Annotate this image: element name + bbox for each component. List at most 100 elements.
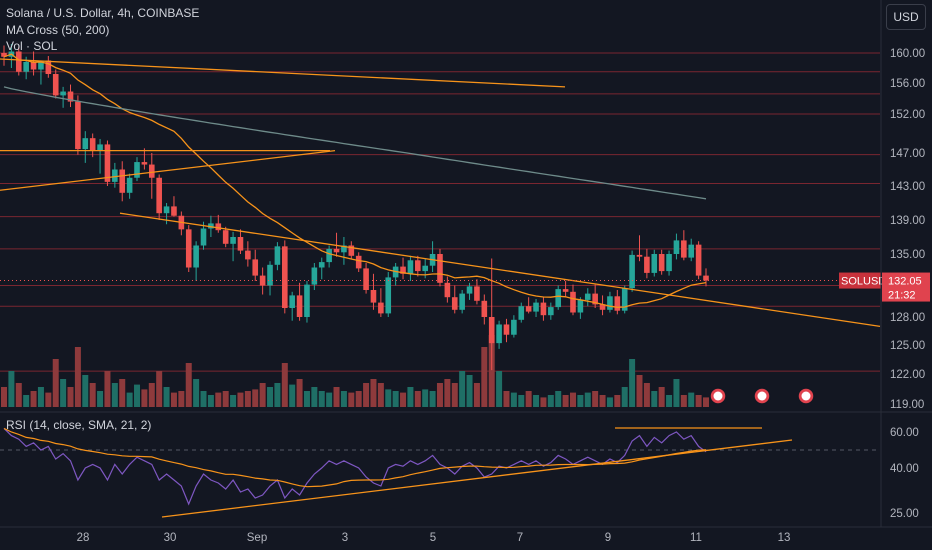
candle-body	[533, 302, 539, 312]
candle-body	[259, 275, 266, 286]
price-tick-label: 139.00	[890, 215, 925, 227]
volume-bar	[666, 395, 673, 407]
time-axis-label: 28	[77, 532, 90, 544]
candle-body	[695, 244, 702, 276]
volume-bar	[436, 383, 443, 407]
volume-label[interactable]: Vol · SOL	[6, 39, 58, 53]
volume-bar	[60, 379, 67, 407]
candle-body	[607, 296, 613, 310]
volume-bar	[296, 379, 303, 407]
volume-bar	[562, 395, 569, 407]
volume-bar	[15, 383, 22, 407]
candle-body	[422, 265, 428, 272]
price-tick-label: 147.00	[890, 148, 925, 160]
candle-body	[282, 246, 288, 308]
candle-body	[215, 223, 222, 231]
volume-bar	[658, 387, 665, 407]
volume-bar	[377, 383, 384, 407]
volume-bar	[451, 383, 458, 407]
candle-body	[466, 286, 473, 294]
candle-body	[370, 290, 377, 303]
volume-bar	[119, 379, 126, 407]
volume-bar	[237, 392, 244, 407]
volume-bar	[163, 387, 170, 407]
candle-body	[60, 91, 66, 96]
volume-bar	[680, 395, 687, 407]
candle-body	[30, 62, 37, 70]
volume-bar	[281, 363, 288, 407]
time-axis-label: 30	[164, 532, 177, 544]
volume-bar	[45, 392, 52, 407]
candle-body	[577, 299, 584, 313]
candle-body	[378, 302, 384, 314]
candle-body	[644, 256, 650, 273]
candle-body	[636, 254, 643, 257]
volume-bar	[318, 391, 325, 407]
candle-body	[208, 223, 214, 229]
candle-body	[400, 266, 406, 274]
volume-bar	[629, 359, 636, 407]
candle-body	[193, 245, 199, 268]
volume-bar	[333, 387, 340, 407]
candle-body	[237, 237, 244, 251]
candle-body	[673, 240, 680, 254]
volume-bar	[326, 392, 333, 407]
volume-bar	[481, 347, 488, 407]
candle-body	[82, 138, 89, 150]
rsi-label[interactable]: RSI (14, close, SMA, 21, 2)	[6, 418, 152, 432]
candle-body	[104, 144, 111, 182]
ma-cross-label[interactable]: MA Cross (50, 200)	[6, 23, 110, 37]
candle-body	[658, 254, 665, 272]
candle-body	[45, 60, 52, 74]
event-flag-dot	[757, 391, 767, 401]
volume-bar	[8, 371, 15, 407]
currency-button[interactable]: USD	[886, 4, 926, 30]
candle-body	[548, 307, 554, 316]
candle-body	[503, 324, 510, 335]
volume-bar	[540, 397, 547, 407]
volume-bar	[67, 387, 74, 407]
candle-body	[355, 255, 362, 269]
symbol-tag-text: SOLUSD	[841, 276, 886, 288]
volume-bar	[74, 347, 81, 407]
volume-bar	[400, 392, 407, 407]
candle-body	[333, 248, 340, 253]
volume-bar	[259, 383, 266, 407]
candle-body	[481, 300, 488, 317]
volume-bar	[303, 391, 310, 407]
volume-bar	[584, 392, 591, 407]
symbol-title: Solana / U.S. Dollar, 4h, COINBASE	[6, 6, 200, 20]
volume-bar	[510, 392, 517, 407]
candle-body	[304, 284, 310, 317]
candle-body	[252, 259, 259, 276]
volume-bar	[643, 383, 650, 407]
volume-bar	[533, 395, 540, 407]
candle-body	[562, 289, 569, 292]
price-tick-label: 128.00	[890, 312, 925, 324]
volume-bar	[170, 392, 177, 407]
candle-body	[200, 228, 207, 246]
candle-body	[437, 254, 443, 283]
event-flag-dot	[801, 391, 811, 401]
volume-bar	[518, 395, 525, 407]
volume-bar	[141, 389, 148, 407]
volume-bar	[503, 391, 510, 407]
volume-bar	[459, 371, 466, 407]
volume-bar	[126, 392, 133, 407]
rsi-support-trendline	[161, 439, 793, 518]
time-axis-label: 11	[690, 532, 702, 544]
time-axis-label: Sep	[247, 532, 267, 544]
volume-bar	[207, 395, 214, 407]
candle-body	[629, 254, 635, 289]
volume-bar	[134, 384, 141, 407]
candle-body	[681, 240, 687, 258]
volume-bar	[185, 363, 192, 407]
rsi-tick-label: 25.00	[890, 508, 919, 520]
candle-body	[348, 245, 355, 256]
candle-body	[119, 169, 126, 193]
candle-body	[540, 302, 547, 316]
volume-bar	[222, 391, 229, 407]
candle-body	[15, 51, 22, 72]
candle-body	[311, 267, 318, 285]
